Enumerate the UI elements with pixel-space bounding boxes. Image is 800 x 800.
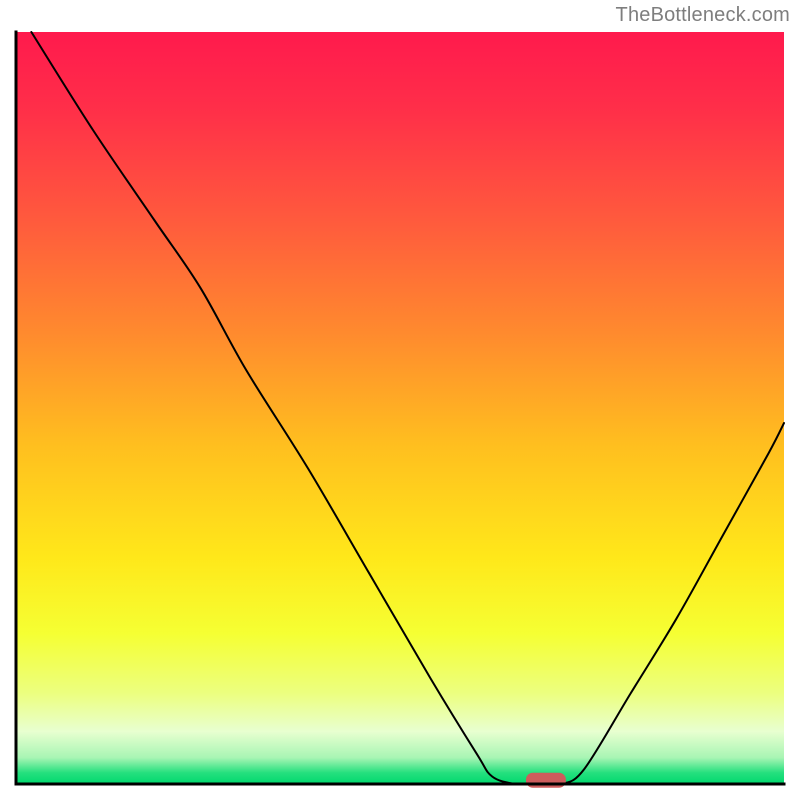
- watermark-text: TheBottleneck.com: [616, 4, 790, 27]
- chart-svg: [0, 0, 800, 800]
- optimal-marker: [526, 773, 566, 788]
- plot-background-gradient: [16, 32, 784, 784]
- bottleneck-chart: TheBottleneck.com: [0, 0, 800, 800]
